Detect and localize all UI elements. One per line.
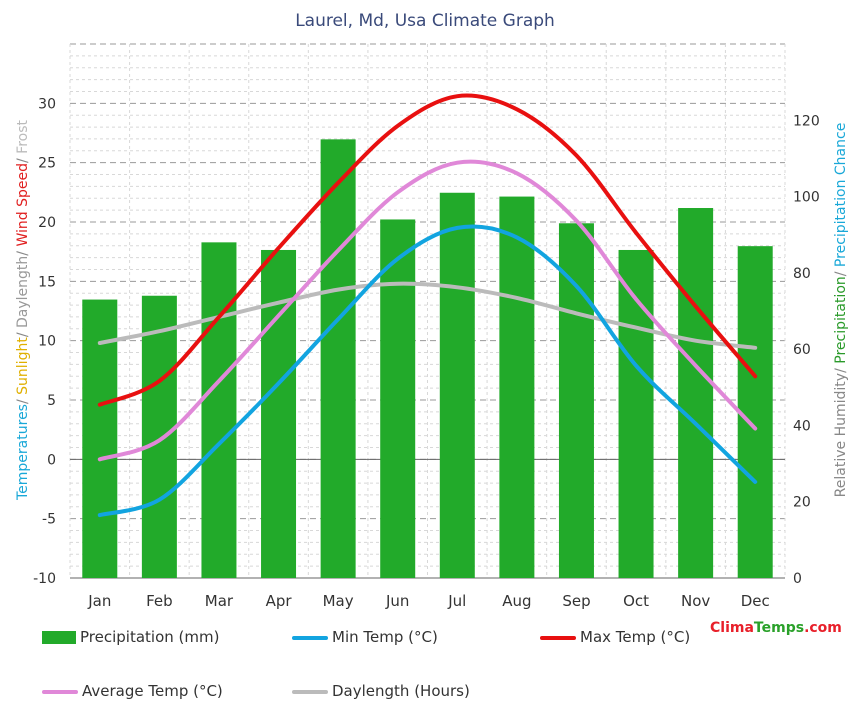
right-tick-label: 120 [793, 113, 820, 129]
month-label-sep: Sep [562, 592, 590, 610]
right-tick-label: 60 [793, 342, 811, 358]
axis-title-part: Relative Humidity [833, 373, 849, 497]
month-label-jul: Jul [447, 592, 466, 610]
month-label-aug: Aug [502, 592, 531, 610]
left-axis-ticks: -10 -5 0 5 10 15 20 25 30 [33, 96, 56, 587]
climatemps-logo[interactable]: ClimaTemps.com [710, 620, 842, 636]
axis-title-part: Precipitation [833, 276, 849, 364]
precipitation-bar-aug [499, 196, 535, 579]
month-label-apr: Apr [266, 592, 293, 610]
legend-max-temp-label: Max Temp (°C) [580, 628, 691, 646]
precipitation-bar-may [320, 139, 356, 578]
precipitation-bar-jul [439, 192, 475, 578]
left-tick-label: 20 [38, 215, 56, 231]
axis-title-part: / [833, 267, 849, 276]
legend-max-temp: Max Temp (°C) [540, 628, 690, 646]
axis-title-part: Wind Speed [15, 163, 31, 247]
average-temp-line [97, 159, 758, 462]
legend-daylength-swatch [292, 689, 328, 694]
month-label-nov: Nov [681, 592, 710, 610]
month-label-mar: Mar [205, 592, 234, 610]
precipitation-bar-nov [678, 208, 714, 578]
precipitation-bar-feb [141, 295, 177, 578]
daylength-line [97, 281, 758, 350]
left-axis-title: Temperatures/ Sunlight/ Daylength/ Wind … [15, 120, 31, 501]
legend-average-temp-label: Average Temp (°C) [82, 682, 223, 700]
left-tick-label: 15 [38, 274, 56, 290]
axis-title-part: Temperatures [15, 404, 31, 501]
month-label-feb: Feb [146, 592, 173, 610]
month-label-oct: Oct [623, 592, 649, 610]
legend-precipitation: Precipitation (mm) [42, 628, 219, 646]
precipitation-bar-dec [737, 246, 773, 578]
axis-title-part: Frost [15, 120, 31, 154]
axis-title-part: / [15, 395, 31, 404]
left-tick-label: 30 [38, 96, 56, 112]
right-axis-ticks: 0 20 40 60 80 100 120 [793, 113, 820, 587]
legend-daylength: Daylength (Hours) [292, 682, 470, 700]
legend-average-temp-swatch [42, 689, 78, 694]
left-tick-label: 0 [47, 452, 56, 468]
axis-title-part: Daylength [15, 256, 31, 328]
precipitation-bar-sep [558, 223, 594, 578]
right-tick-label: 0 [793, 571, 802, 587]
precipitation-bar-jan [82, 299, 118, 578]
axis-title-part: Precipitation Chance [833, 123, 849, 267]
legend-min-temp-label: Min Temp (°C) [332, 628, 438, 646]
legend-average-temp: Average Temp (°C) [42, 682, 223, 700]
legend-min-temp: Min Temp (°C) [292, 628, 438, 646]
legend-min-temp-swatch [292, 635, 328, 640]
month-label-may: May [323, 592, 354, 610]
precipitation-bar-mar [201, 242, 237, 579]
axis-title-part: / [833, 364, 849, 373]
precipitation-bar-oct [618, 249, 654, 578]
left-tick-label: 10 [38, 334, 56, 350]
month-labels: Jan Feb Mar Apr May Jun Jul Aug Sep Oct Nov Dec [87, 592, 769, 610]
axis-title-part: / [15, 247, 31, 256]
grid [69, 43, 786, 579]
min-temp-line [97, 224, 758, 518]
axis-title-part: / [15, 154, 31, 163]
left-tick-label: 5 [47, 393, 56, 409]
legend-precipitation-swatch [42, 631, 76, 644]
right-tick-label: 20 [793, 495, 811, 511]
month-label-jan: Jan [87, 592, 111, 610]
left-tick-label: -10 [33, 571, 56, 587]
right-tick-label: 80 [793, 266, 811, 282]
max-temp-line [97, 93, 758, 407]
precipitation-bar-jun [380, 219, 416, 578]
month-label-dec: Dec [741, 592, 770, 610]
left-tick-label: 25 [38, 156, 56, 172]
chart-title: Laurel, Md, Usa Climate Graph [295, 11, 555, 31]
legend-daylength-label: Daylength (Hours) [332, 682, 470, 700]
temperature-lines [97, 93, 758, 518]
axis-title-part: / [15, 328, 31, 337]
legend-precipitation-label: Precipitation (mm) [80, 628, 220, 646]
month-label-jun: Jun [385, 592, 409, 610]
left-tick-label: -5 [42, 512, 56, 528]
right-tick-label: 100 [793, 190, 820, 206]
precipitation-bars [82, 139, 773, 579]
axis-title-part: Sunlight [15, 337, 31, 395]
legend-max-temp-swatch [540, 635, 576, 640]
right-axis-title: Relative Humidity/ Precipitation/ Precip… [833, 123, 849, 498]
right-tick-label: 40 [793, 418, 811, 434]
